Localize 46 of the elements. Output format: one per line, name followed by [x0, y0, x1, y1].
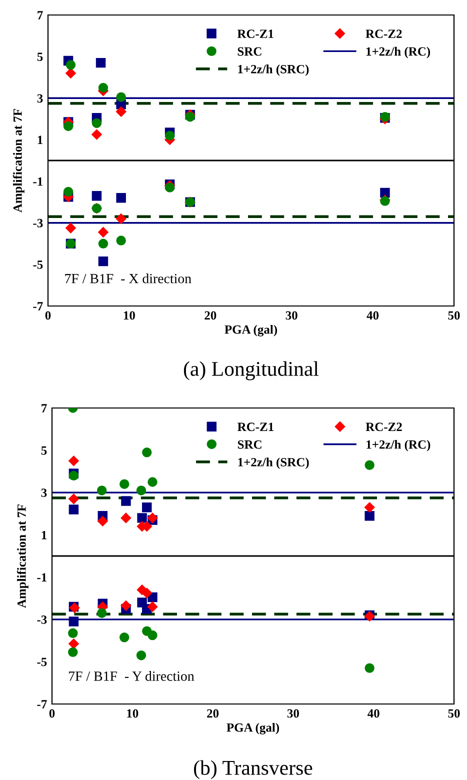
annotation: 7F / B1F - Y direction: [68, 671, 194, 681]
y-axis-title: Amplification at 7F: [16, 504, 28, 608]
legend-label: 1+2z/h (SRC): [238, 64, 309, 76]
legend-label: 1+2z/h (RC): [366, 440, 430, 452]
text: (a) Longitudinal: [184, 361, 319, 380]
y-tick-label: -7: [33, 302, 43, 310]
legend-label: RC-Z2: [366, 30, 402, 38]
y-tick-label: 5: [37, 52, 43, 62]
y-tick-label: -5: [33, 260, 43, 269]
legend-label: RC-Z2: [366, 422, 402, 432]
x-tick-label: 40: [366, 311, 379, 320]
text: (b) Transverse: [194, 760, 312, 780]
y-tick-label: -3: [33, 218, 43, 228]
annotation: 7F / B1F - X direction: [65, 274, 192, 284]
y-tick-label: 7: [42, 404, 47, 412]
x-tick-label: 10: [127, 709, 138, 718]
x-tick-label: 20: [204, 311, 216, 320]
x-tick-label: 0: [45, 311, 51, 320]
x-tick-label: 10: [124, 311, 135, 320]
y-tick-label: 1: [38, 136, 42, 144]
x-tick-label: 50: [448, 311, 460, 320]
x-axis-title: PGA (gal): [226, 722, 280, 734]
y-tick-label: -5: [37, 658, 47, 666]
y-tick-label: 1: [42, 530, 46, 540]
x-axis-title: PGA (gal): [224, 324, 278, 336]
x-tick-label: 40: [368, 709, 380, 718]
y-tick-label: 3: [37, 94, 43, 103]
legend-label: SRC: [238, 47, 262, 56]
legend-label: RC-Z1: [237, 30, 274, 38]
y-axis-title: Amplification at 7F: [12, 109, 24, 212]
y-tick-label: -3: [37, 615, 47, 624]
y-tick-label: 5: [41, 446, 47, 455]
legend-label: RC-Z1: [238, 422, 274, 432]
legend-label: 1+2z/h (SRC): [238, 458, 309, 469]
y-tick-label: 7: [38, 11, 43, 20]
legend-label: SRC: [238, 440, 262, 449]
x-tick-label: 0: [49, 709, 55, 718]
y-tick-label: -1: [33, 177, 42, 186]
x-tick-label: 50: [448, 709, 460, 718]
legend-label: 1+2z/h (RC): [366, 46, 430, 58]
y-tick-label: 3: [41, 488, 47, 498]
x-tick-label: 20: [207, 709, 219, 718]
y-tick-label: -7: [37, 700, 47, 708]
x-tick-label: 30: [287, 709, 299, 718]
y-tick-label: -1: [37, 573, 46, 582]
x-tick-label: 30: [286, 311, 298, 320]
